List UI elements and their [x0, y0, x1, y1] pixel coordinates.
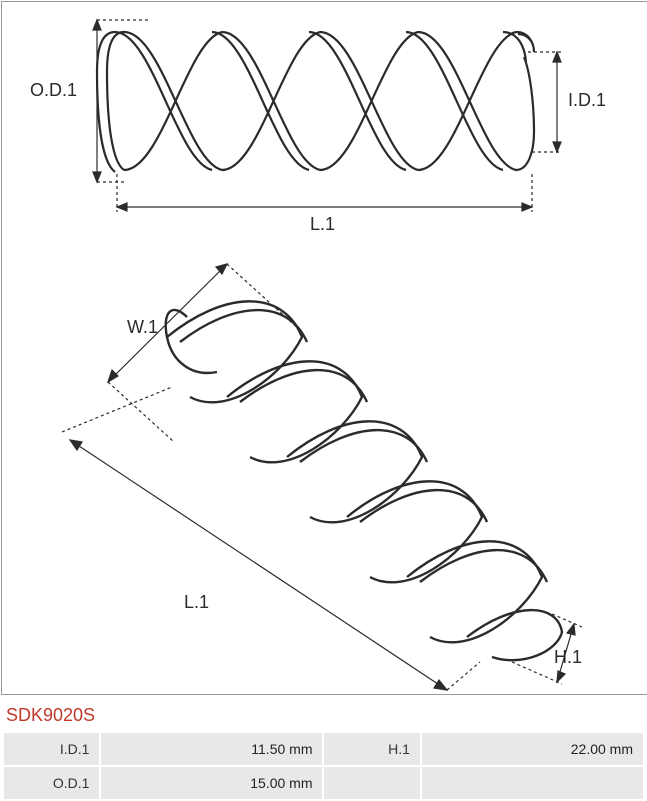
diagram-container: O.D.1 I.D.1 L.1 [1, 1, 647, 695]
table-row: I.D.1 11.50 mm H.1 22.00 mm [4, 733, 643, 765]
spec-value: 22.00 mm [422, 733, 643, 765]
spec-value: 15.00 mm [101, 767, 322, 799]
label-l1-top: L.1 [310, 214, 335, 235]
label-id1: I.D.1 [568, 90, 606, 111]
spec-label-empty [324, 767, 419, 799]
spec-label: O.D.1 [4, 767, 99, 799]
spring-iso-view [2, 242, 647, 702]
label-w1: W.1 [127, 317, 158, 338]
spec-label: I.D.1 [4, 733, 99, 765]
table-row: O.D.1 15.00 mm [4, 767, 643, 799]
label-h1: H.1 [554, 647, 582, 668]
spec-label: H.1 [324, 733, 419, 765]
part-number: SDK9020S [6, 705, 95, 726]
label-od1: O.D.1 [30, 80, 77, 101]
spec-table: I.D.1 11.50 mm H.1 22.00 mm O.D.1 15.00 … [2, 731, 645, 801]
spec-value-empty [422, 767, 643, 799]
spec-value: 11.50 mm [101, 733, 322, 765]
label-l1-iso: L.1 [184, 592, 209, 613]
